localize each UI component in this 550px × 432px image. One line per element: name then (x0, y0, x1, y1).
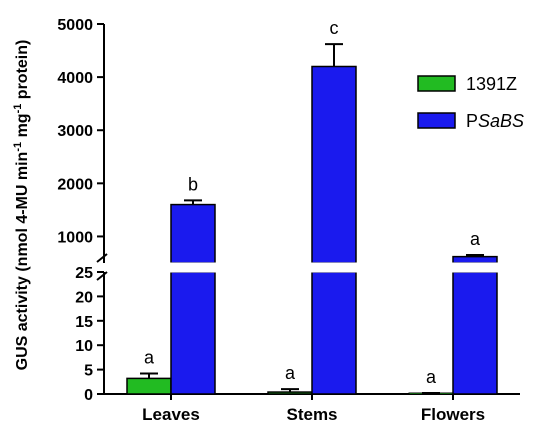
y-tick-label: 20 (75, 289, 93, 306)
y-tick-label: 5000 (57, 17, 93, 34)
legend-swatch (417, 75, 456, 92)
bar (170, 271, 216, 395)
bar (126, 377, 172, 395)
bar (267, 391, 313, 395)
legend-label: 1391Z (466, 74, 517, 94)
x-tick-label: Stems (286, 405, 337, 424)
bar-break-gap (170, 262, 216, 273)
significance-label: a (470, 229, 481, 249)
bar-break-gap (311, 262, 357, 273)
bars: a a a b c a (126, 18, 498, 395)
y-tick-label: 3000 (57, 123, 93, 140)
bar (311, 65, 357, 264)
bar (311, 271, 357, 395)
y-tick-label: 1000 (57, 229, 93, 246)
x-tick-label: Leaves (142, 405, 200, 424)
y-tick-label: 4000 (57, 70, 93, 87)
legend-label: PSaBS (466, 111, 524, 131)
legend: 1391Z PSaBS (417, 74, 524, 131)
y-tick-label: 25 (75, 265, 93, 282)
y-ticks: 1000 2000 3000 4000 5000 0 5 10 15 20 25 (57, 17, 104, 404)
axis-break-mark (96, 253, 108, 263)
y-tick-label: 15 (75, 314, 93, 331)
significance-label: a (285, 363, 296, 383)
significance-label: c (330, 18, 339, 38)
bar (452, 255, 498, 264)
x-labels: Leaves Stems Flowers (142, 394, 485, 424)
x-tick-label: Flowers (421, 405, 485, 424)
bar (170, 203, 216, 264)
significance-label: a (426, 367, 437, 387)
y-axis-title: GUS activity (nmol 4-MU min-1 mg-1 prote… (12, 40, 31, 371)
y-tick-label: 10 (75, 338, 93, 355)
y-tick-label: 5 (84, 363, 93, 380)
legend-swatch (417, 112, 456, 129)
axis-break-mark (96, 271, 108, 281)
significance-label: a (144, 348, 155, 368)
bar-break-gap (452, 262, 498, 273)
y-tick-label: 0 (84, 387, 93, 404)
bar (452, 271, 498, 395)
y-tick-label: 2000 (57, 176, 93, 193)
significance-label: b (188, 174, 198, 194)
